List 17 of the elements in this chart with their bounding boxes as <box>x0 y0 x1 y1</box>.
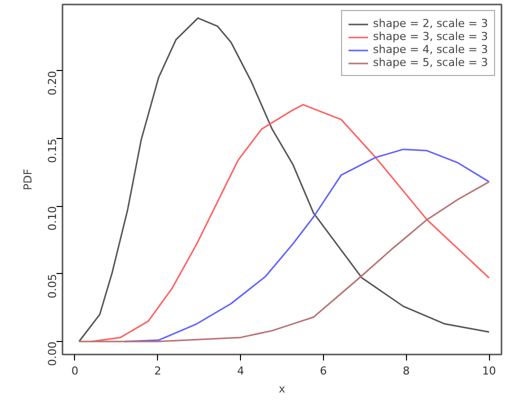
legend-label: shape = 5, scale = 3 <box>373 56 488 69</box>
x-tick-label: 10 <box>482 364 496 378</box>
y-tick-label: 0.15 <box>46 138 59 163</box>
x-tick-label: 2 <box>154 364 162 378</box>
y-tick-label: 0.10 <box>46 206 59 231</box>
legend-label: shape = 4, scale = 3 <box>373 43 488 56</box>
x-tick-label: 6 <box>320 364 327 378</box>
x-tick-label: 8 <box>402 364 410 378</box>
y-tick-label: 0.00 <box>46 342 59 366</box>
x-tick-label: 4 <box>237 364 244 378</box>
x-tick-label: 0 <box>71 364 78 378</box>
x-axis-title: x <box>278 382 286 396</box>
y-axis-title: PDF <box>22 168 34 190</box>
y-tick-label: 0.20 <box>46 70 59 96</box>
y-tick-label: 0.05 <box>46 274 59 298</box>
legend-label: shape = 3, scale = 3 <box>373 30 488 43</box>
legend-label: shape = 2, scale = 3 <box>373 17 488 30</box>
